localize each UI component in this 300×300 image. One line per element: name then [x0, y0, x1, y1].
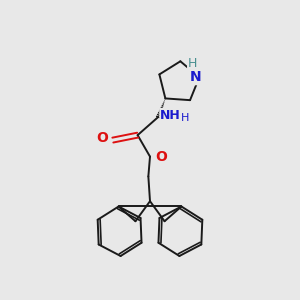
Text: O: O — [156, 150, 167, 164]
Text: N: N — [189, 70, 201, 84]
Text: H: H — [188, 57, 197, 70]
Text: O: O — [96, 131, 108, 146]
Text: H: H — [181, 113, 189, 123]
Text: NH: NH — [160, 109, 181, 122]
